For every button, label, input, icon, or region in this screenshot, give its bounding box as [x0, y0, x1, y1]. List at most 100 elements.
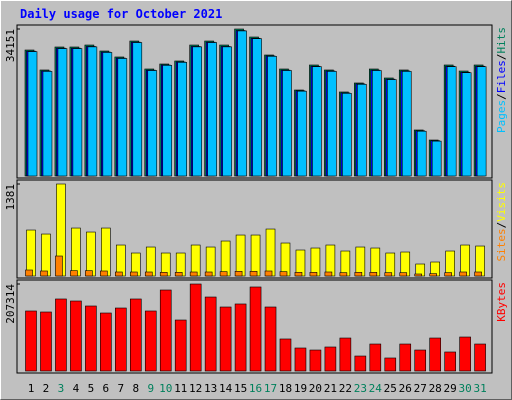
x-tick-label: 29 [444, 382, 457, 395]
bar [444, 351, 456, 372]
bar [101, 227, 111, 277]
x-tick-label: 31 [473, 382, 486, 395]
y-tick-label: 1381 [4, 184, 17, 211]
bar [476, 66, 487, 177]
bar [159, 289, 172, 372]
bar [369, 272, 378, 277]
legend-label: Hits [495, 27, 508, 54]
bar [189, 271, 198, 277]
bar [267, 56, 277, 177]
bar [162, 65, 173, 177]
x-tick-label: 18 [279, 382, 292, 395]
legend: KBytes [495, 282, 508, 322]
bar [264, 306, 277, 372]
bar [342, 93, 352, 177]
bar [282, 70, 292, 177]
bar [100, 270, 108, 277]
bar [309, 272, 318, 277]
bar [25, 310, 37, 372]
bar [372, 70, 382, 177]
bar [474, 343, 486, 372]
bar [204, 296, 217, 372]
legend: Pages/Files/Hits [495, 27, 508, 133]
y-tick-label: 207314 [4, 284, 17, 324]
bar [340, 250, 351, 277]
x-tick-label: 6 [103, 382, 110, 395]
x-tick-label: 24 [369, 382, 383, 395]
bar [40, 311, 52, 372]
bar [42, 71, 53, 177]
bar [86, 231, 96, 277]
x-tick-label: 13 [204, 382, 217, 395]
legend-separator: / [495, 54, 508, 61]
bar [234, 303, 247, 372]
bar [460, 244, 470, 277]
x-tick-label: 30 [459, 382, 472, 395]
x-tick-label: 5 [88, 382, 95, 395]
bar [339, 337, 352, 372]
bar [117, 58, 128, 177]
bar [70, 300, 82, 372]
bar [445, 250, 455, 277]
bar [355, 246, 366, 277]
bar [252, 38, 262, 177]
bar [354, 272, 363, 277]
bar [207, 42, 217, 177]
bar [370, 247, 381, 277]
bar [475, 245, 485, 277]
x-tick-label: 11 [174, 382, 187, 395]
bar [27, 51, 38, 177]
bar [416, 130, 427, 177]
x-tick-label: 10 [159, 382, 172, 395]
x-tick-label: 28 [429, 382, 442, 395]
bar [386, 79, 397, 177]
bar [237, 30, 247, 177]
bar [72, 48, 83, 177]
bar [294, 347, 307, 372]
bar [444, 272, 452, 277]
bar [102, 52, 113, 177]
bar [459, 271, 467, 277]
bar [132, 42, 143, 177]
x-tick-label: 16 [249, 382, 262, 395]
bar [401, 71, 412, 177]
x-tick-label: 3 [58, 382, 65, 395]
bar [264, 270, 273, 277]
x-tick-label: 12 [189, 382, 202, 395]
bar [220, 240, 231, 277]
bar [325, 244, 336, 277]
bar [461, 72, 472, 177]
bar [235, 234, 246, 277]
bar [70, 270, 78, 277]
x-tick-label: 22 [339, 382, 352, 395]
bar [26, 229, 36, 277]
bar [71, 227, 81, 277]
bar [55, 298, 67, 372]
bar [234, 271, 243, 277]
legend-label: Visits [495, 182, 508, 222]
bar [40, 270, 48, 277]
bar [429, 273, 437, 277]
bar [309, 349, 322, 372]
bar [414, 273, 423, 277]
bar [55, 255, 63, 277]
bar [85, 270, 93, 277]
bar [222, 46, 232, 177]
bar [115, 307, 127, 372]
bar [279, 271, 288, 277]
y-tick-label: 34151 [4, 29, 17, 62]
bar [414, 349, 427, 372]
bar [145, 246, 156, 277]
bar [144, 310, 157, 372]
bar [85, 305, 97, 372]
bar [116, 244, 126, 277]
bar [147, 70, 158, 177]
bar [265, 228, 276, 277]
x-tick-label: 21 [324, 382, 337, 395]
legend-separator: / [495, 222, 508, 229]
x-tick-label: 1 [28, 382, 35, 395]
bar [219, 306, 232, 372]
x-tick-label: 26 [399, 382, 412, 395]
